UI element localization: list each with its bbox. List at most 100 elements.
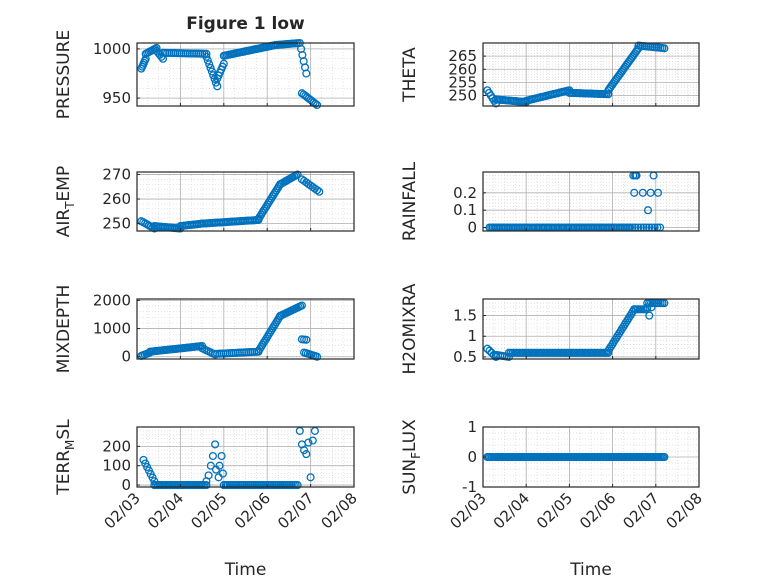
data-point	[206, 461, 215, 470]
y-tick-label: 0	[121, 348, 131, 366]
data-point	[313, 186, 322, 195]
data-point	[643, 303, 652, 312]
y-tick-label: 100	[102, 457, 131, 475]
data-point	[152, 43, 161, 52]
subplot-pressure: 950 1000 PRESSURE Figure 1 low	[54, 14, 355, 119]
series-terr_msl	[139, 426, 319, 490]
y-tick-label: 0	[121, 476, 131, 494]
subplot-h2omixra: 0.5 1 1.5 H2OMIXRA	[400, 283, 700, 375]
y-tick-label: -1	[462, 478, 477, 496]
data-point	[653, 188, 663, 197]
data-point	[208, 451, 217, 461]
series-sun_flux	[483, 452, 669, 462]
y-tick-label: 1000	[93, 40, 131, 58]
y-label-part: AIR	[54, 209, 74, 238]
data-point	[643, 206, 653, 215]
data-point	[269, 190, 278, 199]
y-label-subscript: T	[63, 201, 77, 210]
data-point	[205, 60, 214, 69]
y-tick-label: 255	[448, 73, 477, 91]
data-point	[264, 330, 273, 339]
axes-box	[136, 42, 355, 107]
y-axis-label: MIXDEPTH	[54, 285, 74, 374]
y-tick-label: 270	[102, 165, 131, 183]
data-point	[255, 212, 264, 221]
data-point	[304, 438, 313, 447]
y-label-subscript: M	[63, 440, 77, 450]
data-point	[300, 446, 309, 455]
data-point	[306, 473, 315, 482]
axes-box	[482, 42, 700, 107]
data-point	[213, 82, 222, 91]
y-tick-label: 0.1	[453, 201, 477, 219]
series-h2omixra	[483, 299, 669, 361]
data-point	[215, 461, 224, 470]
data-point	[660, 299, 669, 308]
y-axis-label: PRESSURE	[54, 30, 74, 119]
y-axis-label: H2OMIXRA	[400, 283, 420, 374]
data-point	[297, 301, 306, 310]
y-label-part: LUX	[400, 419, 420, 452]
y-tick-label: 0	[467, 219, 477, 237]
y-tick-label: 1.5	[453, 307, 477, 325]
data-point	[315, 187, 324, 196]
x-axis-label: Time	[569, 560, 612, 580]
y-tick-label: 250	[102, 215, 131, 233]
data-point	[264, 198, 273, 207]
data-point	[207, 67, 216, 76]
series-pressure	[137, 38, 322, 110]
y-label-part: TERR	[54, 450, 74, 496]
data-point	[660, 452, 669, 462]
minor-grid	[137, 426, 354, 487]
y-tick-label: 1	[467, 418, 477, 436]
axes-box	[482, 171, 700, 232]
major-grid	[136, 172, 355, 231]
subplot-air_temp: 250 260 270 AIRTEMP	[54, 165, 355, 237]
y-tick-label: 1	[467, 327, 477, 345]
y-axis-label: AIRTEMP	[54, 166, 77, 237]
data-point	[218, 469, 227, 478]
axes-box	[136, 426, 355, 488]
series-mixdepth	[137, 301, 322, 361]
data-point	[313, 352, 322, 361]
data-point	[255, 344, 264, 354]
data-point	[302, 335, 311, 344]
y-label-part: SL	[54, 419, 74, 440]
y-label-part: EMP	[54, 166, 74, 202]
data-point	[211, 440, 220, 449]
y-axis-label: RAINFALL	[400, 161, 420, 241]
data-point	[483, 344, 492, 353]
data-point	[313, 100, 322, 110]
data-point	[638, 188, 647, 197]
data-point	[203, 56, 212, 65]
y-axis-label: TERRMSL	[54, 419, 77, 496]
y-tick-label: 265	[448, 47, 477, 65]
subplot-rainfall: 00.10.2 RAINFALL	[400, 161, 700, 241]
data-point	[604, 90, 613, 99]
y-axis-label: SUNFLUX	[400, 419, 423, 495]
data-point	[202, 52, 211, 61]
y-tick-label: 0.5	[453, 348, 477, 366]
data-point	[271, 188, 280, 197]
series-theta	[483, 41, 669, 108]
axes-box	[482, 298, 700, 360]
y-label-part: SUN	[400, 459, 420, 495]
data-point	[265, 196, 275, 205]
y-tick-label: 0	[467, 448, 477, 466]
data-point	[254, 214, 263, 223]
data-point	[302, 69, 311, 78]
data-point	[141, 54, 150, 63]
subplot-mixdepth: 0 1000 2000 MIXDEPTH	[54, 285, 355, 374]
y-tick-label: 260	[448, 60, 477, 78]
y-tick-label: 2000	[93, 291, 131, 309]
data-point	[311, 99, 320, 108]
y-tick-label: 200	[102, 437, 131, 455]
x-axis-label: Time	[224, 560, 267, 580]
figure-title: Figure 1 low	[186, 14, 305, 34]
data-point	[302, 450, 311, 459]
data-point	[211, 78, 220, 87]
data-point	[485, 346, 494, 355]
data-point	[219, 59, 228, 68]
